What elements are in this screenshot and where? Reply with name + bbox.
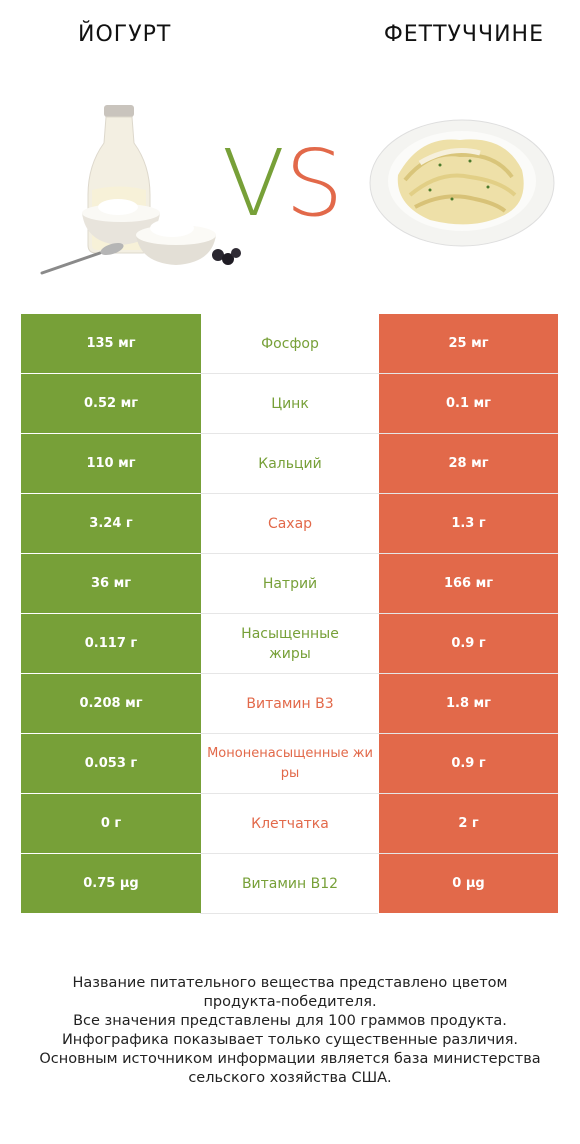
vs-label: VS bbox=[222, 130, 344, 237]
table-bottom-border bbox=[200, 913, 378, 914]
table-row: 0 г Клетчатка 2 г bbox=[21, 794, 558, 854]
nutrient-name: Витамин B12 bbox=[201, 854, 379, 913]
table-row: 0.52 мг Цинк 0.1 мг bbox=[21, 374, 558, 434]
table-row: 0.208 мг Витамин B3 1.8 мг bbox=[21, 674, 558, 734]
table-row: 0.75 µg Витамин B12 0 µg bbox=[21, 854, 558, 914]
table-row: 0.117 г Насыщенные жиры 0.9 г bbox=[21, 614, 558, 674]
left-value: 36 мг bbox=[21, 554, 201, 613]
left-value: 3.24 г bbox=[21, 494, 201, 553]
footer-line: Название питательного вещества представл… bbox=[72, 975, 508, 991]
nutrient-name: Цинк bbox=[201, 374, 379, 433]
left-product-title: ЙОГУРТ bbox=[78, 22, 172, 47]
nutrient-name: Клетчатка bbox=[201, 794, 379, 853]
right-product-title: ФЕТТУЧЧИНЕ bbox=[383, 22, 544, 47]
nutrient-name: Витамин B3 bbox=[201, 674, 379, 733]
left-value: 0.75 µg bbox=[21, 854, 201, 913]
nutrient-name: Мононенасыщенные жиры bbox=[201, 734, 379, 793]
table-row: 0.053 г Мононенасыщенные жиры 0.9 г bbox=[21, 734, 558, 794]
footer-line: Инфографика показывает только существенн… bbox=[61, 1032, 519, 1048]
right-value: 0.9 г bbox=[379, 734, 558, 793]
left-value: 0.52 мг bbox=[21, 374, 201, 433]
table-row: 36 мг Натрий 166 мг bbox=[21, 554, 558, 614]
table-row: 110 мг Кальций 28 мг bbox=[21, 434, 558, 494]
left-value: 110 мг bbox=[21, 434, 201, 493]
right-value: 28 мг bbox=[379, 434, 558, 493]
left-value: 0.208 мг bbox=[21, 674, 201, 733]
left-value: 0.117 г bbox=[21, 614, 201, 673]
right-value: 2 г bbox=[379, 794, 558, 853]
nutrient-name: Натрий bbox=[201, 554, 379, 613]
right-value: 0.9 г bbox=[379, 614, 558, 673]
left-value: 135 мг bbox=[21, 314, 201, 373]
right-value: 166 мг bbox=[379, 554, 558, 613]
footer-line: сельского хозяйства США. bbox=[188, 1070, 392, 1086]
footer-line: Основным источником информации является … bbox=[39, 1051, 541, 1067]
right-value: 1.3 г bbox=[379, 494, 558, 553]
footer-note: Название питательного вещества представл… bbox=[0, 974, 580, 1088]
left-value: 0 г bbox=[21, 794, 201, 853]
footer-line: продукта-победителя. bbox=[203, 994, 377, 1010]
right-value: 1.8 мг bbox=[379, 674, 558, 733]
nutrient-name: Сахар bbox=[201, 494, 379, 553]
right-value: 25 мг bbox=[379, 314, 558, 373]
nutrient-name: Кальций bbox=[201, 434, 379, 493]
fettuccine-image bbox=[369, 119, 555, 247]
right-value: 0.1 мг bbox=[379, 374, 558, 433]
table-row: 135 мг Фосфор 25 мг bbox=[21, 314, 558, 374]
footer-line: Все значения представлены для 100 граммо… bbox=[73, 1013, 507, 1029]
table-row: 3.24 г Сахар 1.3 г bbox=[21, 494, 558, 554]
left-value: 0.053 г bbox=[21, 734, 201, 793]
nutrient-name: Насыщенные жиры bbox=[201, 614, 379, 673]
right-value: 0 µg bbox=[379, 854, 558, 913]
comparison-table: 135 мг Фосфор 25 мг 0.52 мг Цинк 0.1 мг … bbox=[21, 314, 558, 914]
yogurt-image bbox=[40, 105, 241, 275]
nutrient-name: Фосфор bbox=[201, 314, 379, 373]
